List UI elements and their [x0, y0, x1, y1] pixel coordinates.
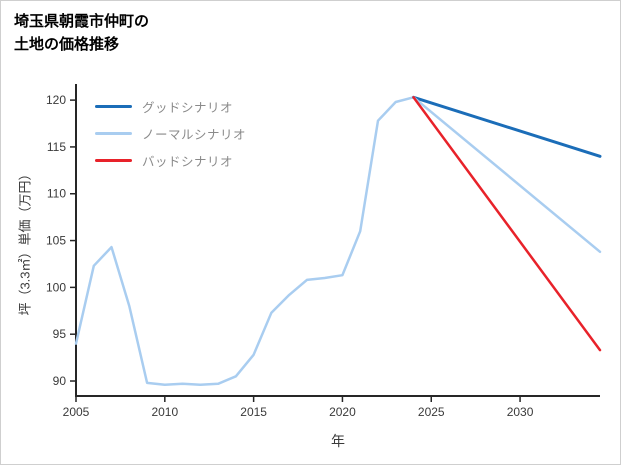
- legend-item-good-scenario: グッドシナリオ: [95, 93, 246, 120]
- x-tick-label: 2020: [329, 405, 356, 419]
- y-tick-label: 120: [46, 93, 66, 107]
- page-title-line2: 土地の価格推移: [14, 35, 120, 53]
- y-tick-label: 100: [46, 280, 66, 294]
- legend-item-bad-scenario: バッドシナリオ: [95, 147, 246, 174]
- page-title: 埼玉県朝霞市仲町の 土地の価格推移: [14, 11, 149, 56]
- y-tick-label: 95: [53, 327, 67, 341]
- y-tick-label: 110: [47, 187, 66, 201]
- x-tick-label: 2010: [151, 405, 178, 419]
- page-title-line1: 埼玉県朝霞市仲町の: [14, 13, 150, 30]
- y-tick-label: 105: [46, 234, 66, 248]
- legend-label-good-scenario: グッドシナリオ: [142, 101, 234, 115]
- x-tick-label: 2025: [418, 405, 445, 419]
- x-axis-label: 年: [331, 433, 345, 449]
- y-tick-label: 115: [47, 140, 66, 154]
- series-line-good-scenario: [412, 95, 602, 158]
- series-line-normal-scenario: [412, 96, 602, 254]
- series-line-history: [74, 96, 415, 387]
- legend-item-normal-scenario: ノーマルシナリオ: [95, 120, 246, 147]
- legend-line-good-scenario: [95, 105, 132, 108]
- x-tick-label: 2005: [63, 405, 90, 419]
- chart-legend: グッドシナリオ ノーマルシナリオ バッドシナリオ: [95, 93, 246, 174]
- legend-line-normal-scenario: [95, 132, 132, 135]
- y-axis-label: 坪（3.3㎡）単価（万円）: [17, 167, 33, 316]
- legend-line-bad-scenario: [95, 159, 132, 162]
- series-line-bad-scenario: [412, 96, 602, 352]
- x-tick-label: 2015: [240, 405, 267, 419]
- y-tick-label: 90: [53, 374, 67, 388]
- legend-label-normal-scenario: ノーマルシナリオ: [142, 128, 247, 142]
- legend-label-bad-scenario: バッドシナリオ: [142, 155, 234, 169]
- x-tick-label: 2030: [507, 405, 534, 419]
